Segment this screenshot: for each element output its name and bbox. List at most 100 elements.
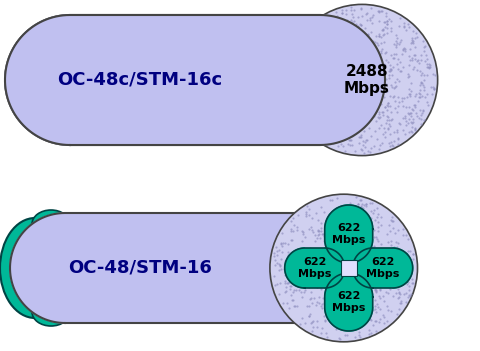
Point [412,91,420,97]
Point [378,110,386,115]
Point [331,277,338,283]
Point [355,314,363,320]
Point [317,204,324,210]
Point [283,280,290,286]
Point [335,266,343,272]
Point [395,24,402,29]
Point [408,251,416,257]
Point [355,14,362,20]
Point [391,51,398,57]
Point [357,22,364,27]
Point [306,313,313,318]
Point [365,125,372,130]
Point [359,13,366,19]
Point [363,114,371,120]
Point [403,94,410,100]
Point [342,305,350,310]
Point [389,65,397,70]
Point [332,23,339,29]
Point [362,43,370,48]
Point [430,86,438,92]
Point [401,113,409,119]
Point [366,54,373,59]
Point [373,302,381,307]
Point [330,80,337,86]
Point [378,82,385,88]
Point [373,86,381,92]
Point [407,80,415,86]
Point [313,90,321,95]
Point [409,256,417,261]
Point [336,322,343,327]
Point [372,118,379,124]
Point [419,111,426,116]
Point [363,137,371,142]
Point [338,313,346,319]
Point [305,46,313,52]
Point [336,124,344,130]
FancyBboxPatch shape [70,15,320,145]
Point [331,93,339,99]
Point [325,229,333,234]
Point [364,83,372,89]
Point [296,76,304,81]
Point [366,75,373,81]
Point [403,281,411,286]
Point [285,256,293,261]
Point [380,32,388,37]
Point [300,289,308,295]
Point [302,113,310,118]
Point [372,329,380,334]
Point [318,301,325,306]
Point [376,84,384,89]
Point [336,126,343,132]
Point [317,229,324,234]
Point [329,69,337,75]
Point [278,230,286,236]
Point [302,90,310,95]
Point [337,24,345,30]
Point [387,242,395,248]
Point [328,197,336,203]
Point [403,267,410,273]
Point [324,223,332,229]
Point [425,62,433,67]
Point [318,98,326,103]
Point [332,50,339,55]
Point [273,282,281,287]
Point [428,91,436,97]
Point [387,28,395,34]
Point [328,58,336,64]
Point [319,231,327,236]
Point [333,279,341,284]
Point [388,218,396,224]
Point [371,287,379,293]
Point [382,134,389,139]
Point [292,266,300,272]
Point [353,254,360,260]
Point [308,85,315,91]
Point [372,63,380,69]
Point [373,40,381,46]
Point [422,52,430,58]
Point [372,40,379,45]
Point [369,92,376,98]
Point [359,147,366,152]
Point [386,228,394,233]
Point [382,76,390,82]
Point [392,98,399,104]
Point [323,100,330,105]
Point [393,127,401,133]
Point [420,117,428,123]
Point [373,104,381,109]
Point [347,82,354,88]
Point [381,39,388,45]
Point [368,208,375,214]
Point [375,31,383,37]
Point [298,229,306,234]
Point [390,41,398,46]
Point [367,15,374,21]
Point [384,26,391,31]
Point [320,209,327,214]
Point [304,52,312,57]
